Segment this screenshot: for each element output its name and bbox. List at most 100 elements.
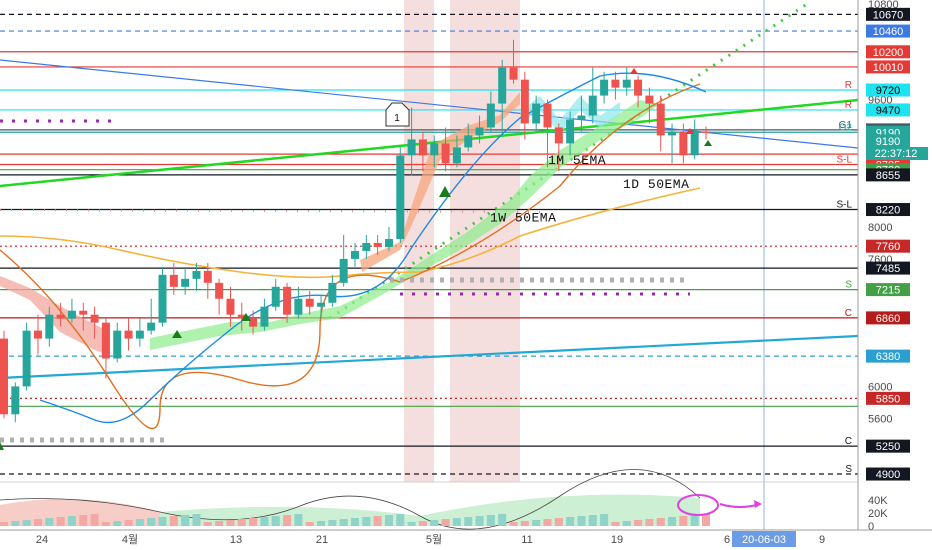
volume-bar — [464, 517, 473, 526]
volume-bar — [520, 521, 529, 526]
buy-signal-marker — [172, 330, 182, 338]
candle-body — [611, 79, 620, 88]
x-tick-label: 19 — [611, 534, 623, 546]
ema-dark-orange-curve — [0, 83, 701, 430]
candle-body — [11, 386, 20, 415]
green-ribbon — [150, 100, 660, 350]
candle-body — [294, 298, 303, 315]
candle-body — [430, 143, 439, 156]
x-tick-label: 5월 — [426, 533, 442, 546]
buy-signal-marker — [241, 313, 251, 321]
cursor-date-tag — [732, 531, 796, 547]
candle-body — [634, 79, 643, 96]
candle-body — [520, 79, 529, 124]
candle-body — [690, 131, 699, 156]
volume-bar — [203, 522, 212, 526]
candle-body — [339, 258, 348, 283]
highlight-circle — [677, 494, 719, 516]
sell-signal-marker — [630, 68, 638, 74]
volume-bar — [679, 516, 688, 526]
x-tick-label: 9 — [819, 534, 825, 546]
level-label-box — [866, 103, 910, 117]
level-label: 7485 — [876, 263, 900, 275]
ema-annotation: 1M 5EMA — [548, 153, 606, 168]
level-label: 9720 — [876, 85, 900, 97]
wave-label-text: 1 — [394, 113, 400, 124]
candle-body — [67, 310, 76, 319]
volume-bar — [475, 516, 484, 526]
x-tick-label: 13 — [230, 534, 242, 546]
candle-body — [498, 67, 507, 104]
volume-panel — [0, 469, 932, 530]
highlight-arrow — [719, 503, 761, 508]
volume-bar — [181, 515, 190, 526]
level-tag: C — [845, 308, 852, 319]
candle-body — [384, 239, 393, 247]
level-tag: G2 — [839, 122, 853, 133]
volume-tick-label: 20K — [868, 508, 888, 520]
volume-bar — [509, 522, 518, 526]
volume-bar — [294, 514, 303, 526]
clock-tag — [866, 147, 928, 160]
level-label-box — [866, 45, 910, 59]
annotations: 1M 5EMA 1W 50EMA 1D 50EMA — [490, 153, 689, 225]
level-label: 10200 — [873, 47, 904, 59]
volume-bar — [656, 518, 665, 526]
candle-body — [532, 103, 541, 124]
x-tick-label: 6 — [724, 534, 730, 546]
candle-body — [181, 278, 190, 287]
volume-bar — [396, 514, 405, 526]
candle-body — [328, 282, 337, 303]
clock-text: 22:37:12 — [875, 148, 918, 160]
volume-bar — [418, 521, 427, 526]
y-tick-label: 5600 — [868, 413, 892, 425]
time-axis: 24 4월 13 21 5월 11 19 6 9 — [36, 533, 825, 546]
candle-body — [169, 274, 178, 287]
volume-bar — [328, 520, 337, 526]
candle-body — [113, 330, 122, 359]
rising-trendline-cyan — [0, 334, 859, 380]
volume-bar — [79, 515, 88, 526]
candle-body — [566, 119, 575, 144]
candle-body — [283, 286, 292, 315]
candle-body — [464, 135, 473, 148]
volume-bar — [249, 518, 258, 526]
volume-bar — [702, 514, 710, 526]
volume-bar — [271, 516, 280, 526]
volume-bars — [0, 514, 710, 526]
x-tick-label: 21 — [316, 534, 328, 546]
volume-bar — [543, 519, 552, 526]
candle-body — [486, 103, 495, 128]
volume-bar — [622, 521, 631, 526]
level-tag: S-L — [836, 200, 852, 211]
ema-orange-curve — [0, 187, 701, 279]
candle-body — [215, 282, 224, 299]
volume-bar — [373, 516, 382, 526]
candle-body — [554, 127, 563, 144]
volume-bar — [577, 516, 586, 526]
sell-signal-marker — [686, 128, 694, 134]
volume-bar — [554, 518, 563, 526]
y-tick-label: 8000 — [868, 222, 892, 234]
candle-body — [600, 79, 609, 96]
x-tick-label: 4월 — [122, 533, 138, 546]
level-label: 8655 — [876, 170, 900, 182]
volume-bar — [452, 518, 461, 526]
candle-body — [305, 298, 314, 307]
level-tag: R — [845, 80, 852, 91]
buy-signal-marker — [704, 140, 712, 146]
orange-ribbon — [360, 92, 520, 272]
ema-annotation: 1W 50EMA — [490, 210, 556, 225]
candle-body — [475, 127, 484, 136]
level-label: 9470 — [876, 105, 900, 117]
candle-body — [147, 322, 156, 331]
level-label: 6860 — [876, 313, 900, 325]
volume-bar — [169, 516, 178, 526]
level-label-box — [866, 203, 910, 217]
x-tick-label: 11 — [521, 534, 532, 546]
volume-bar — [645, 519, 654, 526]
candle-body — [0, 338, 8, 415]
volume-bar — [498, 514, 507, 526]
